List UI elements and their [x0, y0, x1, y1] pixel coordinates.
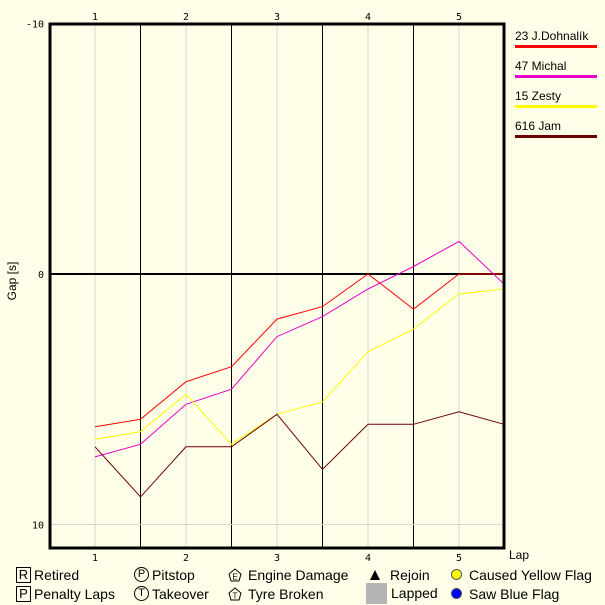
series-line [94, 411, 505, 498]
engine-damage-icon: E [228, 567, 242, 581]
legend-series-name: 47 Michal [515, 59, 567, 73]
legend-series-name: 15 Zesty [515, 89, 562, 103]
legend-series-item: 616 Jam [515, 119, 597, 138]
y-axis-label: Gap [s] [5, 262, 19, 301]
legend-yellow-label: Caused Yellow Flag [469, 566, 592, 583]
legend-takeover: T Takeover [134, 584, 209, 603]
x-axis-label: Lap [509, 548, 529, 562]
symbol-legend: R Retired P Penalty Laps P Pitstop T Tak… [0, 565, 605, 605]
legend-series-name: 616 Jam [515, 119, 562, 133]
x-tick-top: 5 [456, 12, 462, 23]
svg-text:E: E [232, 572, 237, 581]
yellow-flag-icon [451, 569, 462, 580]
x-tick-top: 1 [92, 12, 98, 23]
legend-retired: R Retired [16, 565, 79, 584]
x-tick-bottom: 5 [456, 553, 462, 564]
legend-series-item: 47 Michal [515, 59, 597, 78]
legend-lapped-label: Lapped [391, 585, 438, 601]
x-tick-bottom: 2 [183, 553, 189, 564]
legend-penalty: P Penalty Laps [16, 584, 115, 603]
blue-flag-icon [451, 588, 462, 599]
y-tick: -10 [26, 20, 44, 31]
legend-pitstop: P Pitstop [134, 565, 195, 584]
legend-tyre-label: Tyre Broken [248, 585, 324, 602]
legend-blue-flag: Saw Blue Flag [451, 584, 559, 603]
legend-rejoin-label: Rejoin [390, 566, 430, 583]
penalty-icon: P [16, 585, 31, 602]
x-tick-top: 3 [274, 12, 280, 23]
x-tick-bottom: 4 [365, 553, 371, 564]
legend-rejoin: Rejoin [367, 565, 430, 584]
series-line [94, 240, 505, 458]
legend-penalty-label: Penalty Laps [34, 585, 115, 602]
legend-series-swatch [515, 45, 597, 48]
legend-blue-label: Saw Blue Flag [469, 585, 560, 602]
y-tick: 10 [32, 521, 44, 532]
legend-tyre: T Tyre Broken [228, 584, 323, 603]
plot-frame [48, 22, 506, 550]
y-tick: 0 [38, 270, 44, 281]
legend-pitstop-label: Pitstop [152, 566, 195, 583]
legend-yellow-flag: Caused Yellow Flag [451, 565, 592, 584]
x-tick-bottom: 3 [274, 553, 280, 564]
legend-series-swatch [515, 135, 597, 138]
lapped-icon [366, 582, 387, 604]
svg-text:T: T [233, 591, 238, 600]
takeover-icon: T [134, 586, 149, 601]
legend-series-swatch [515, 105, 597, 108]
series-line [94, 288, 505, 445]
legend-retired-label: Retired [34, 566, 80, 583]
legend-lapped: Lapped [366, 582, 438, 604]
x-tick-top: 4 [365, 12, 371, 23]
gap-chart: 1 1 2 2 3 3 4 4 5 5 -10 0 10 Gap [s] Lap [5, 12, 529, 564]
x-tick-top: 2 [183, 12, 189, 23]
series-line [94, 273, 504, 428]
legend-series-name: 23 J.Dohnalík [515, 29, 589, 43]
pitstop-icon: P [134, 567, 149, 582]
legend-engine-label: Engine Damage [248, 566, 349, 583]
rejoin-triangle-icon [370, 569, 380, 580]
x-tick-bottom: 1 [92, 553, 98, 564]
legend-series-swatch [515, 75, 597, 78]
retired-icon: R [16, 566, 31, 583]
legend-series-item: 15 Zesty [515, 89, 597, 108]
legend-takeover-label: Takeover [152, 585, 209, 602]
legend-engine: E Engine Damage [228, 565, 348, 584]
legend-series-item: 23 J.Dohnalík [515, 29, 597, 48]
tyre-broken-icon: T [228, 586, 242, 600]
